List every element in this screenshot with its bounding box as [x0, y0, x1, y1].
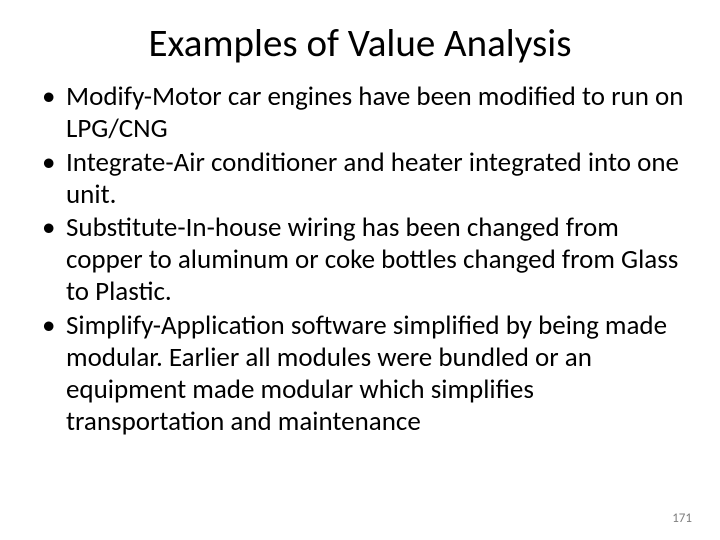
bullet-item: Substitute-In-house wiring has been chan… [36, 212, 692, 308]
bullet-item: Integrate-Air conditioner and heater int… [36, 147, 692, 211]
bullet-list: Modify-Motor car engines have been modif… [28, 81, 692, 437]
slide-title: Examples of Value Analysis [28, 20, 692, 67]
bullet-item: Modify-Motor car engines have been modif… [36, 81, 692, 145]
slide-container: Examples of Value Analysis Modify-Motor … [0, 0, 720, 540]
bullet-item: Simplify-Application software simplified… [36, 310, 692, 437]
page-number: 171 [672, 511, 692, 526]
